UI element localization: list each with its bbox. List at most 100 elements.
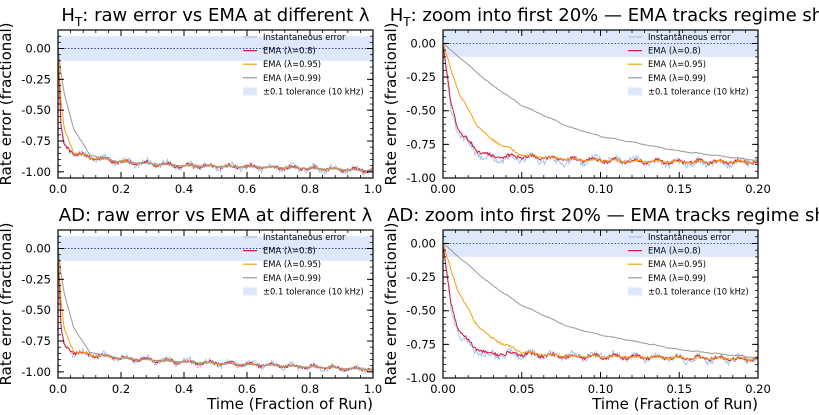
chart-title-main: H: [390, 5, 404, 26]
y-tick-label: 0.00: [410, 236, 436, 250]
series-line: [58, 248, 373, 371]
x-tick-label: 0.00: [430, 382, 456, 396]
legend-label: ±0.1 tolerance (10 kHz): [263, 86, 364, 96]
y-axis-label: Rate error (fractional): [382, 23, 400, 186]
y-tick-label: -0.25: [406, 70, 436, 84]
y-tick-label: -0.25: [21, 72, 51, 86]
series-line: [443, 243, 758, 362]
x-tick-label: 0.4: [175, 382, 193, 396]
chart-panel: 0.00 -0.25 -0.50 -0.75 -1.00 0.0 0.2 0.4 0.6 0.8 1…: [0, 205, 382, 413]
legend-label: EMA (λ=0.95): [263, 259, 321, 269]
x-tick-label: 0.0: [49, 382, 67, 396]
series-line: [443, 243, 758, 359]
series-line: [443, 243, 758, 367]
y-tick-label: -0.75: [406, 337, 436, 351]
legend: Instantaneous error EMA (λ=0.8) EMA (λ=0.9…: [628, 232, 749, 296]
y-tick-label: 0.00: [25, 42, 51, 56]
chart-title-main: AD: raw error vs EMA at different λ: [59, 205, 373, 226]
x-tick-label: 0.2: [112, 182, 130, 196]
y-axis-label: Rate error (fractional): [0, 23, 15, 186]
series-line: [58, 48, 373, 176]
x-tick-label: 1.0: [364, 382, 382, 396]
x-tick-label: 0.15: [666, 382, 692, 396]
legend-label: EMA (λ=0.8): [648, 46, 701, 56]
y-tick-label: -0.50: [21, 103, 51, 117]
chart-title-subscript: T: [402, 15, 411, 29]
legend-label: Instantaneous error: [263, 232, 346, 242]
y-tick-label: -0.50: [406, 304, 436, 318]
tolerance-band: [58, 36, 373, 61]
series-line: [58, 48, 373, 173]
y-tick-label: -0.75: [21, 334, 51, 348]
y-tick-label: -1.00: [406, 371, 436, 385]
x-tick-label: 0.15: [666, 182, 692, 196]
y-tick-label: -0.75: [406, 137, 436, 151]
x-axis-label: Time (Fraction of Run): [206, 395, 373, 413]
legend-label: EMA (λ=0.8): [648, 246, 701, 256]
chart-title-main: H: [61, 5, 75, 26]
chart-title-rest: : zoom into first 20% — EMA tracks regim…: [411, 5, 819, 26]
legend-label: Instantaneous error: [648, 32, 731, 42]
legend-swatch: [243, 287, 257, 296]
y-tick-label: -0.75: [21, 134, 51, 148]
y-tick-label: -1.00: [406, 171, 436, 185]
x-tick-label: 0.8: [301, 182, 319, 196]
series-line: [58, 48, 373, 172]
chart-title: HT: raw error vs EMA at different λ: [61, 5, 370, 29]
legend-label: EMA (λ=0.99): [263, 273, 321, 283]
chart-title: HT: zoom into first 20% — EMA tracks reg…: [390, 5, 819, 29]
chart-title: AD: raw error vs EMA at different λ: [59, 205, 373, 226]
legend: Instantaneous error EMA (λ=0.8) EMA (λ=0.9…: [243, 232, 364, 296]
legend-label: EMA (λ=0.95): [648, 259, 706, 269]
x-tick-label: 0.05: [509, 182, 535, 196]
chart-title: AD: zoom into first 20% — EMA tracks reg…: [387, 205, 819, 226]
x-axis-label: Time (Fraction of Run): [591, 395, 758, 413]
legend-label: EMA (λ=0.8): [263, 46, 316, 56]
y-tick-label: -0.50: [406, 104, 436, 118]
y-tick-label: 0.00: [25, 242, 51, 256]
legend-label: ±0.1 tolerance (10 kHz): [263, 286, 364, 296]
y-tick-label: -0.50: [21, 303, 51, 317]
chart-panel: 0.00 -0.25 -0.50 -0.75 -1.00 0.0 0.2 0.4 0.6 0.8 1…: [0, 5, 382, 196]
legend-label: EMA (λ=0.99): [648, 273, 706, 283]
legend-label: EMA (λ=0.95): [263, 59, 321, 69]
legend-swatch: [628, 87, 642, 96]
series-line: [58, 248, 373, 373]
y-axis-label: Rate error (fractional): [382, 223, 400, 386]
tolerance-band: [58, 236, 373, 261]
series-line: [443, 43, 758, 165]
legend-label: EMA (λ=0.95): [648, 59, 706, 69]
chart-panel: 0.00-0.25-0.50-0.75-1.000.00 0.05 0.10 0.15…: [382, 5, 819, 196]
x-tick-label: 0.2: [112, 382, 130, 396]
legend-label: Instantaneous error: [648, 232, 731, 242]
x-tick-label: 0.6: [238, 182, 256, 196]
legend-label: Instantaneous error: [263, 32, 346, 42]
chart-title-subscript: T: [74, 15, 83, 29]
legend-label: ±0.1 tolerance (10 kHz): [648, 286, 749, 296]
y-tick-label: -1.00: [21, 165, 51, 179]
x-tick-label: 0.05: [509, 382, 535, 396]
legend-swatch: [628, 287, 642, 296]
legend-label: EMA (λ=0.99): [263, 73, 321, 83]
x-tick-label: 0.10: [588, 382, 614, 396]
x-tick-label: 0.20: [745, 382, 771, 396]
legend-label: EMA (λ=0.8): [263, 246, 316, 256]
legend-label: ±0.1 tolerance (10 kHz): [648, 86, 749, 96]
legend-swatch: [243, 87, 257, 96]
y-tick-label: -1.00: [21, 365, 51, 379]
y-axis-label: Rate error (fractional): [0, 223, 15, 386]
series-line: [58, 248, 373, 372]
y-tick-label: 0.00: [410, 36, 436, 50]
y-tick-label: -0.25: [406, 270, 436, 284]
legend: Instantaneous error EMA (λ=0.8) EMA (λ=0.9…: [628, 32, 749, 96]
series-line: [443, 43, 758, 162]
legend-label: EMA (λ=0.99): [648, 73, 706, 83]
y-tick-label: -0.25: [21, 272, 51, 286]
x-tick-label: 0.10: [588, 182, 614, 196]
x-tick-label: 1.0: [364, 182, 382, 196]
series-line: [443, 43, 758, 166]
series-line: [58, 248, 373, 375]
x-tick-label: 0.20: [745, 182, 771, 196]
chart-title-main: AD: zoom into first 20% — EMA tracks reg…: [387, 205, 819, 226]
x-tick-label: 0.00: [430, 182, 456, 196]
